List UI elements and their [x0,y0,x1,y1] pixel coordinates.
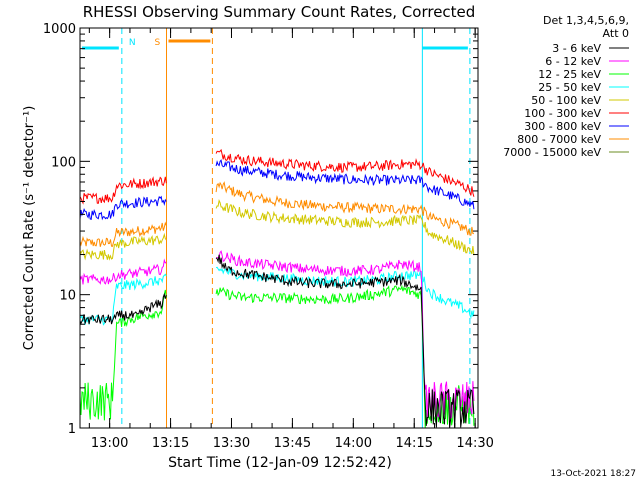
x-tick-label: 14:15 [396,436,433,451]
series-6-12-kev-line [79,258,167,285]
y-tick-label: 1000 [43,22,76,37]
series-50-100-kev-line [79,232,167,261]
series-3-6-kev-line-1 [215,254,475,429]
legend-label: 6 - 12 keV [545,55,601,68]
x-tick-label: 14:00 [335,436,372,451]
x-tick-label: 13:15 [152,436,189,451]
series-50-100-kev-line-1 [215,198,475,256]
x-tick-label: 14:30 [456,436,493,451]
x-tick-label: 13:45 [274,436,311,451]
y-tick-label: 100 [51,155,76,170]
legend-label: 300 - 800 keV [524,120,601,133]
series-800-7000-kev-line-1 [215,181,474,236]
series-300-800-kev-line-1 [215,159,475,210]
chart-title: RHESSI Observing Summary Count Rates, Co… [83,3,476,21]
legend-label: 800 - 7000 keV [517,133,601,146]
legend-label: 12 - 25 keV [538,68,601,81]
series-25-50-kev-line-1 [215,266,475,320]
plot-frame [79,27,479,429]
series-3-6-kev-line [79,292,167,325]
time-bar-label-n: N [129,38,136,48]
legend-label: 7000 - 15000 keV [503,146,601,159]
axes: 1 10 100 1000 13:00 13:15 13:30 13:45 14:00 14:15… [43,22,494,451]
footer-date: 13-Oct-2021 18:27 [551,469,636,479]
y-tick-label: 10 [59,289,76,304]
legend-label: 50 - 100 keV [531,94,601,107]
legend-label: 100 - 300 keV [524,107,601,120]
series-300-800-kev-line [79,195,167,221]
legend-header-0: Det 1,3,4,5,6,9, [543,14,629,27]
y-tick-label: 1 [68,422,76,437]
x-tick-label: 13:00 [91,436,128,451]
series-12-25-kev-line-1 [215,284,475,429]
legend-label: 25 - 50 keV [538,81,601,94]
x-axis-label: Start Time (12-Jan-09 12:52:42) [168,455,392,471]
legend-header-1: Att 0 [603,27,629,40]
x-tick-label: 13:30 [213,436,250,451]
series-800-7000-kev-line [79,221,167,247]
series-100-300-kev-line [79,176,167,205]
series-100-300-kev-line-1 [215,148,475,197]
y-axis-label: Corrected Count Rate (s⁻¹ detector⁻¹) [22,106,37,351]
time-bar-label-s: S [155,38,161,48]
series-12-25-kev-line [79,289,167,421]
legend-label: 3 - 6 keV [552,42,601,55]
